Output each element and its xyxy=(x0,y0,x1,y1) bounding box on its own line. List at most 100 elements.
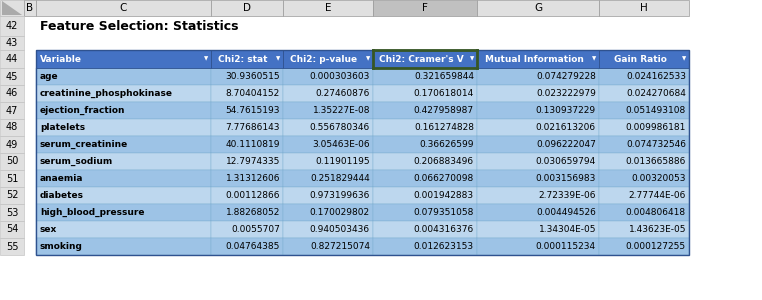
Text: 49: 49 xyxy=(6,140,18,149)
Bar xyxy=(36,50,689,255)
Bar xyxy=(211,221,283,238)
Bar xyxy=(283,187,373,204)
Text: serum_sodium: serum_sodium xyxy=(40,157,114,166)
Text: 7.77686143: 7.77686143 xyxy=(226,123,280,132)
Text: 0.206883496: 0.206883496 xyxy=(414,157,474,166)
Bar xyxy=(211,102,283,119)
Text: ▼: ▼ xyxy=(276,56,280,61)
Bar xyxy=(373,50,477,68)
Bar xyxy=(283,153,373,170)
Text: 40.1110819: 40.1110819 xyxy=(226,140,280,149)
Text: 50: 50 xyxy=(6,157,18,166)
Bar xyxy=(283,50,373,68)
Bar xyxy=(0,153,24,170)
Bar xyxy=(0,238,24,255)
Text: 0.000303603: 0.000303603 xyxy=(309,72,370,81)
Bar xyxy=(477,187,599,204)
Bar xyxy=(36,204,211,221)
Bar xyxy=(283,238,373,255)
Text: 44: 44 xyxy=(6,54,18,64)
Text: 1.34304E-05: 1.34304E-05 xyxy=(539,225,596,234)
Text: 0.013665886: 0.013665886 xyxy=(626,157,686,166)
Text: E: E xyxy=(325,3,331,13)
Bar xyxy=(283,102,373,119)
Bar xyxy=(36,238,211,255)
Text: platelets: platelets xyxy=(40,123,85,132)
Bar xyxy=(373,204,477,221)
Bar xyxy=(211,238,283,255)
Text: 0.021613206: 0.021613206 xyxy=(536,123,596,132)
Polygon shape xyxy=(2,1,22,15)
Text: 0.012623153: 0.012623153 xyxy=(414,242,474,251)
Text: 0.556780346: 0.556780346 xyxy=(309,123,370,132)
Text: H: H xyxy=(640,3,648,13)
Bar xyxy=(373,153,477,170)
Text: ejection_fraction: ejection_fraction xyxy=(40,106,126,115)
Text: 0.04764385: 0.04764385 xyxy=(226,242,280,251)
Bar xyxy=(599,170,689,187)
Text: 0.079351058: 0.079351058 xyxy=(414,208,474,217)
Text: 0.427958987: 0.427958987 xyxy=(414,106,474,115)
Bar xyxy=(0,119,24,136)
Text: G: G xyxy=(534,3,542,13)
Bar xyxy=(211,50,283,68)
Bar xyxy=(477,0,599,16)
Bar xyxy=(599,187,689,204)
Bar xyxy=(477,204,599,221)
Text: 0.066270098: 0.066270098 xyxy=(414,174,474,183)
Text: 0.024162533: 0.024162533 xyxy=(626,72,686,81)
Bar xyxy=(599,153,689,170)
Text: Chi2: p-value: Chi2: p-value xyxy=(290,55,357,64)
Text: 0.024270684: 0.024270684 xyxy=(626,89,686,98)
Text: 0.074732546: 0.074732546 xyxy=(626,140,686,149)
Text: 0.170618014: 0.170618014 xyxy=(414,89,474,98)
Bar xyxy=(211,136,283,153)
Bar xyxy=(373,85,477,102)
Bar xyxy=(211,119,283,136)
Bar xyxy=(0,36,24,50)
Bar xyxy=(211,153,283,170)
Text: 2.72339E-06: 2.72339E-06 xyxy=(539,191,596,200)
Bar xyxy=(283,221,373,238)
Text: 0.023222979: 0.023222979 xyxy=(536,89,596,98)
Text: serum_creatinine: serum_creatinine xyxy=(40,140,128,149)
Bar xyxy=(0,221,24,238)
Text: 3.05463E-06: 3.05463E-06 xyxy=(312,140,370,149)
Text: Gain Ratio: Gain Ratio xyxy=(613,55,667,64)
Text: Chi2: stat: Chi2: stat xyxy=(218,55,267,64)
Text: 0.11901195: 0.11901195 xyxy=(315,157,370,166)
Text: 8.70404152: 8.70404152 xyxy=(226,89,280,98)
Text: 0.27460876: 0.27460876 xyxy=(315,89,370,98)
Text: 0.170029802: 0.170029802 xyxy=(310,208,370,217)
Text: 1.35227E-08: 1.35227E-08 xyxy=(312,106,370,115)
Text: anaemia: anaemia xyxy=(40,174,84,183)
Text: 0.973199636: 0.973199636 xyxy=(309,191,370,200)
Bar xyxy=(477,102,599,119)
Bar xyxy=(0,102,24,119)
Text: 1.31312606: 1.31312606 xyxy=(226,174,280,183)
Text: ▼: ▼ xyxy=(470,56,474,61)
Text: 0.000127255: 0.000127255 xyxy=(626,242,686,251)
Text: 48: 48 xyxy=(6,122,18,133)
Bar xyxy=(36,221,211,238)
Bar xyxy=(373,102,477,119)
Bar xyxy=(24,0,36,16)
Text: 54: 54 xyxy=(6,224,18,235)
Bar xyxy=(0,136,24,153)
Bar xyxy=(477,153,599,170)
Bar xyxy=(0,187,24,204)
Text: 0.251829444: 0.251829444 xyxy=(310,174,370,183)
Text: 46: 46 xyxy=(6,88,18,98)
Bar xyxy=(477,136,599,153)
Bar xyxy=(36,119,211,136)
Bar xyxy=(283,85,373,102)
Text: 0.36626599: 0.36626599 xyxy=(420,140,474,149)
Text: creatinine_phosphokinase: creatinine_phosphokinase xyxy=(40,89,173,98)
Text: 0.000115234: 0.000115234 xyxy=(536,242,596,251)
Text: smoking: smoking xyxy=(40,242,83,251)
Text: 30.9360515: 30.9360515 xyxy=(226,72,280,81)
Text: ▼: ▼ xyxy=(204,56,208,61)
Bar xyxy=(477,50,599,68)
Bar xyxy=(0,50,24,68)
Text: ▼: ▼ xyxy=(682,56,686,61)
